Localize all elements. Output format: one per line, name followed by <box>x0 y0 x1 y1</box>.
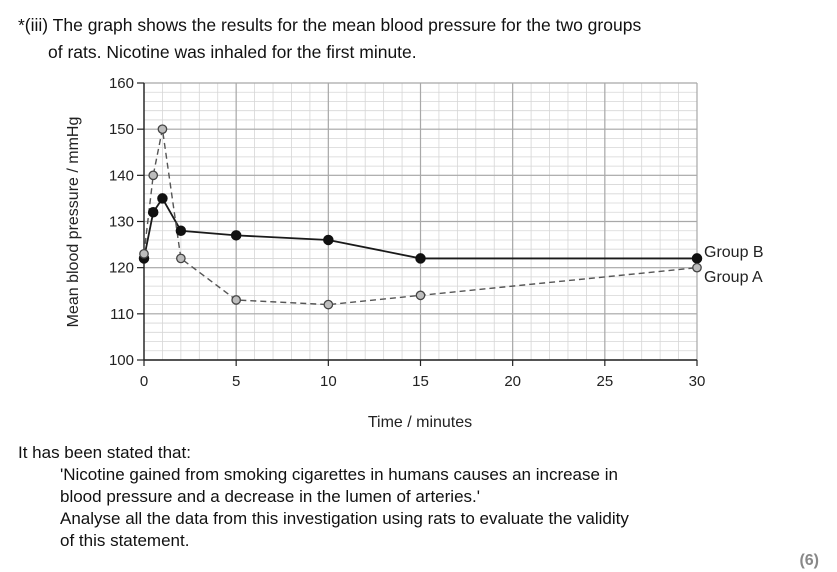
data-point-group-b <box>691 253 703 264</box>
y-tick-label: 160 <box>109 75 134 92</box>
question-text: *(iii) The graph shows the results for t… <box>18 12 828 66</box>
blood-pressure-chart: 100 110 120 130 140 150 160 0 5 10 15 20 25 30 Time /… <box>65 75 764 431</box>
data-point-group-a <box>148 170 159 181</box>
x-axis-title: Time / minutes <box>368 414 472 431</box>
data-point-group-b <box>323 234 334 246</box>
statement-intro: It has been stated that: <box>18 443 191 462</box>
data-point-group-b <box>230 230 242 241</box>
y-tick-label: 100 <box>109 352 134 369</box>
series-label-group-a: Group A <box>704 269 763 286</box>
y-tick-label: 150 <box>109 121 134 138</box>
data-point-group-b <box>415 253 426 264</box>
data-point-group-b <box>175 225 187 236</box>
data-point-group-a <box>139 248 149 259</box>
data-point-group-a <box>323 299 334 310</box>
x-tick-label: 30 <box>689 373 706 390</box>
data-point-group-b <box>157 193 168 204</box>
x-tick-label: 0 <box>140 373 148 390</box>
x-tick-label: 15 <box>412 373 429 390</box>
question-line-1: *(iii) The graph shows the results for t… <box>18 15 642 35</box>
statement-task-1: Analyse all the data from this investiga… <box>60 509 629 529</box>
series-line-group-a <box>143 129 698 306</box>
question-line-2: of rats. Nicotine was inhaled for the fi… <box>48 42 417 63</box>
statement-quote-1: 'Nicotine gained from smoking cigarettes… <box>60 465 618 485</box>
statement-block: It has been stated that: 'Nicotine gaine… <box>18 442 818 552</box>
data-point-group-a <box>176 253 186 264</box>
x-tick-label: 20 <box>504 373 521 390</box>
statement-task-2: of this statement. <box>60 531 190 551</box>
series-layer <box>138 124 703 310</box>
grid-major <box>143 82 698 361</box>
statement-quote-2: blood pressure and a decrease in the lum… <box>60 487 480 507</box>
data-point-group-a <box>157 124 168 135</box>
data-point-group-a <box>692 262 702 273</box>
marks-label: (6) <box>799 552 819 569</box>
x-tick-label: 25 <box>596 373 613 390</box>
tick-labels: 100 110 120 130 140 150 160 0 5 10 15 20 25 30 <box>109 75 705 390</box>
y-tick-label: 120 <box>109 260 134 277</box>
data-point-group-a <box>415 290 426 301</box>
y-axis-title: Mean blood pressure / mmHg <box>65 117 82 328</box>
y-tick-label: 110 <box>110 306 134 323</box>
y-tick-label: 130 <box>109 214 134 231</box>
data-point-group-a <box>231 295 242 305</box>
y-tick-label: 140 <box>109 167 134 184</box>
data-point-group-b <box>147 207 159 218</box>
x-tick-label: 5 <box>232 373 240 390</box>
x-tick-label: 10 <box>320 373 337 390</box>
series-label-group-b: Group B <box>704 244 764 261</box>
